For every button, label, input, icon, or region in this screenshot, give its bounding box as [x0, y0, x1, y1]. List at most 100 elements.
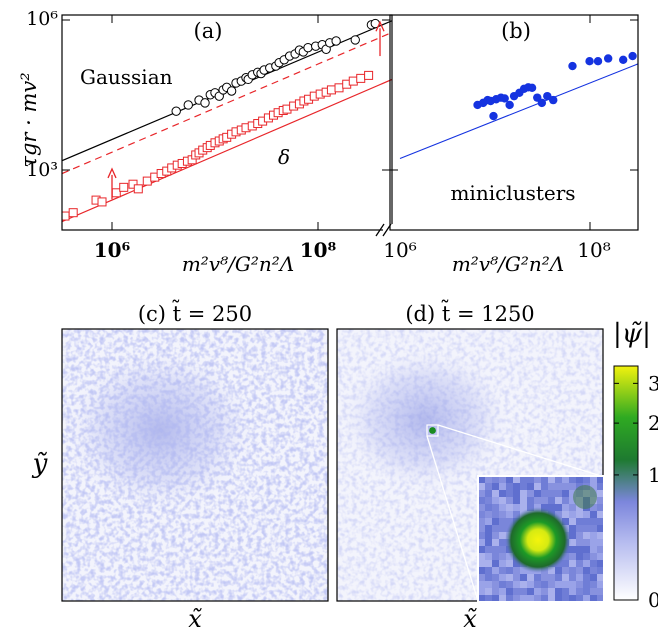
inset-pixel [499, 546, 506, 553]
minicluster-point [568, 61, 577, 71]
inset-pixel [499, 511, 506, 518]
inset-pixel [492, 588, 499, 595]
inset-pixel [555, 581, 562, 588]
inset-pixel [548, 476, 555, 483]
inset-pixel [562, 511, 569, 518]
delta-point [326, 85, 336, 95]
delta-shifted-fit-line [62, 31, 392, 175]
inset-pixel [548, 581, 555, 588]
inset-pixel [569, 525, 576, 532]
panel-d: (d) t̃ = 1250 x̃ [336, 299, 605, 633]
inset-pixel [513, 588, 520, 595]
inset-pixel [597, 588, 604, 595]
inset-pixel [520, 483, 527, 490]
inset-pixel [527, 490, 534, 497]
inset-pixel [499, 497, 506, 504]
inset-pixel [569, 595, 576, 602]
inset-pixel [583, 553, 590, 560]
panel-a-frame [61, 14, 393, 231]
panel-a-ytick-label-top: 10⁶ [26, 8, 58, 30]
delta-point [119, 182, 129, 192]
inset-pixel [548, 504, 555, 511]
gaussian-point [303, 42, 313, 53]
inset-pixel [569, 553, 576, 560]
inset-pixel [492, 525, 499, 532]
inset-pixel [576, 581, 583, 588]
panel-c-ylabel: ỹ [32, 449, 48, 479]
inset-pixel [590, 574, 597, 581]
inset-pixel [485, 483, 492, 490]
inset-pixel [583, 539, 590, 546]
inset-pixel [506, 560, 513, 567]
inset-pixel [541, 483, 548, 490]
minicluster-point [543, 91, 552, 101]
delta-point [111, 188, 121, 198]
inset-pixel [590, 581, 597, 588]
inset-pixel [562, 490, 569, 497]
minicluster-point [603, 54, 613, 63]
inset-pixel [513, 581, 520, 588]
inset-pixel [499, 525, 506, 532]
minicluster-point [628, 51, 637, 61]
inset-pixel [506, 518, 513, 525]
inset-pixel [499, 504, 506, 511]
delta-point [348, 76, 358, 86]
inset-pixel [555, 504, 562, 511]
inset-pixel [478, 567, 485, 574]
minicluster-point [527, 83, 537, 93]
panel-b-xtick-label-right: 10⁸ [577, 238, 610, 262]
minicluster-point [489, 111, 498, 121]
colorbar-label: |ψ̃| [613, 319, 651, 349]
inset-pixel [485, 532, 492, 539]
inset-pixel [513, 504, 520, 511]
axis-break [375, 223, 395, 237]
inset-pixel [506, 581, 513, 588]
inset-pixel [569, 518, 576, 525]
panel-d-title: (d) t̃ = 1250 [405, 299, 534, 326]
inset-pixel [492, 574, 499, 581]
inset-pixel [569, 483, 576, 490]
inset-pixel [534, 574, 541, 581]
inset-pixel [492, 560, 499, 567]
delta-point [142, 176, 152, 186]
inset-pixel [576, 476, 583, 483]
inset-pixel [569, 476, 576, 483]
colorbar-gradient [613, 365, 639, 601]
inset-pixel [499, 476, 506, 483]
colorbar-tick-label: 1 [648, 463, 658, 487]
inset-pixel [527, 595, 534, 602]
inset-pixel [492, 483, 499, 490]
inset-pixel [590, 539, 597, 546]
inset-pixel [597, 595, 604, 602]
panel-b-markers [473, 51, 637, 121]
inset-pixel [576, 553, 583, 560]
inset-pixel [569, 581, 576, 588]
inset-pixel [576, 567, 583, 574]
inset-pixel [597, 483, 604, 490]
inset-pixel [590, 560, 597, 567]
inset-pixel [520, 595, 527, 602]
inset-pixel [576, 518, 583, 525]
inset-pixel [541, 574, 548, 581]
inset-pixel [555, 588, 562, 595]
inset-pixel [541, 504, 548, 511]
inset-pixel [562, 483, 569, 490]
inset-pixel [513, 595, 520, 602]
inset-pixel [478, 581, 485, 588]
inset-pixel [499, 518, 506, 525]
inset-pixel [499, 588, 506, 595]
y-axis-label: τgr · mv² [17, 72, 41, 167]
inset-pixel [478, 595, 485, 602]
inset-pixel [492, 595, 499, 602]
inset-pixel [569, 539, 576, 546]
inset-pixel [520, 490, 527, 497]
inset-pixel [548, 490, 555, 497]
inset-pixel [478, 504, 485, 511]
inset-pixel [478, 525, 485, 532]
inset-pixel [590, 525, 597, 532]
inset-pixel [562, 588, 569, 595]
inset-pixel [583, 525, 590, 532]
inset-pixel [478, 476, 485, 483]
panel-a-ytick-label-mid: 10³ [26, 159, 58, 181]
inset-pixel [562, 595, 569, 602]
